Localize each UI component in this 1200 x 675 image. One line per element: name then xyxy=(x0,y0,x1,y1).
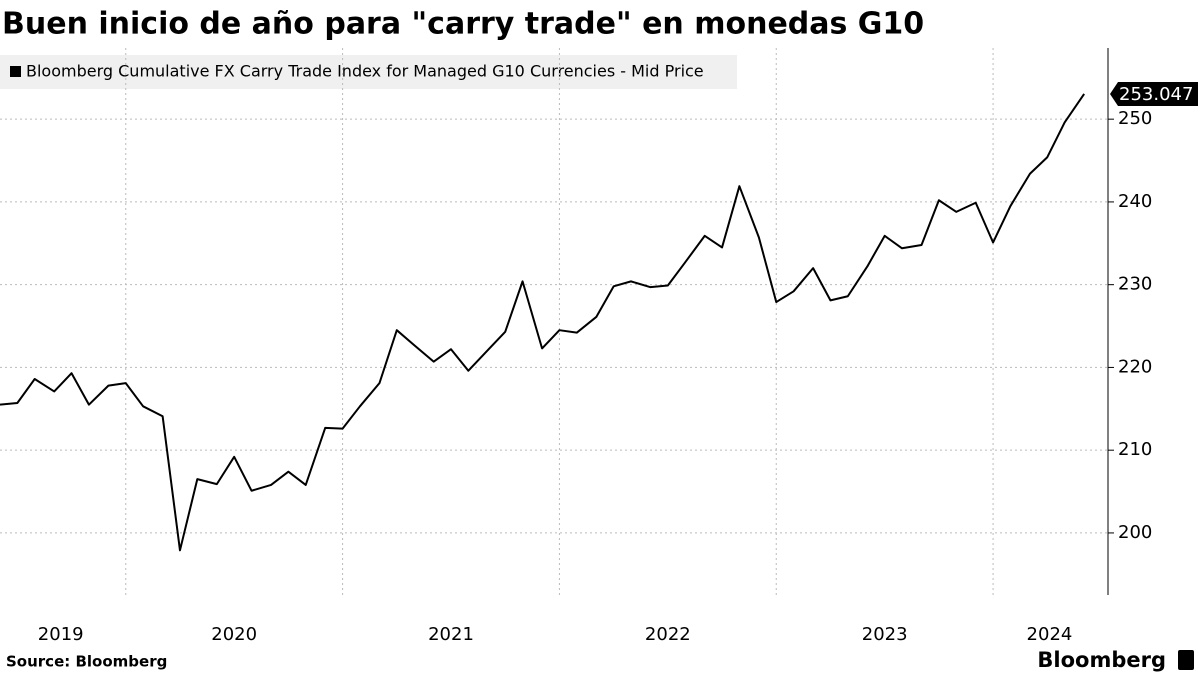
legend-label: Bloomberg Cumulative FX Carry Trade Inde… xyxy=(26,62,704,81)
x-tick-label: 2023 xyxy=(862,624,908,645)
last-value-label: 253.047 xyxy=(1119,84,1193,105)
x-tick-label: 2021 xyxy=(428,624,474,645)
source: Source: Bloomberg xyxy=(6,653,167,671)
brand: Bloomberg xyxy=(1037,648,1166,672)
brand-icon xyxy=(1178,650,1194,670)
legend-swatch xyxy=(10,66,21,77)
y-tick-label: 230 xyxy=(1118,274,1152,295)
x-tick-label: 2022 xyxy=(645,624,691,645)
y-tick-label: 220 xyxy=(1118,356,1152,377)
x-tick-label: 2019 xyxy=(38,624,84,645)
line xyxy=(0,93,1085,552)
y-tick-label: 210 xyxy=(1118,439,1152,460)
y-tick-label: 200 xyxy=(1118,522,1152,543)
last-value-tag xyxy=(1110,81,1198,106)
y-tick-label: 240 xyxy=(1118,191,1152,212)
y-tick-label: 250 xyxy=(1118,108,1152,129)
x-tick-label: 2020 xyxy=(211,624,257,645)
x-tick-label: 2024 xyxy=(1027,624,1073,645)
chart-title: Buen inicio de año para "carry trade" en… xyxy=(2,7,924,42)
legend-box xyxy=(0,55,737,89)
